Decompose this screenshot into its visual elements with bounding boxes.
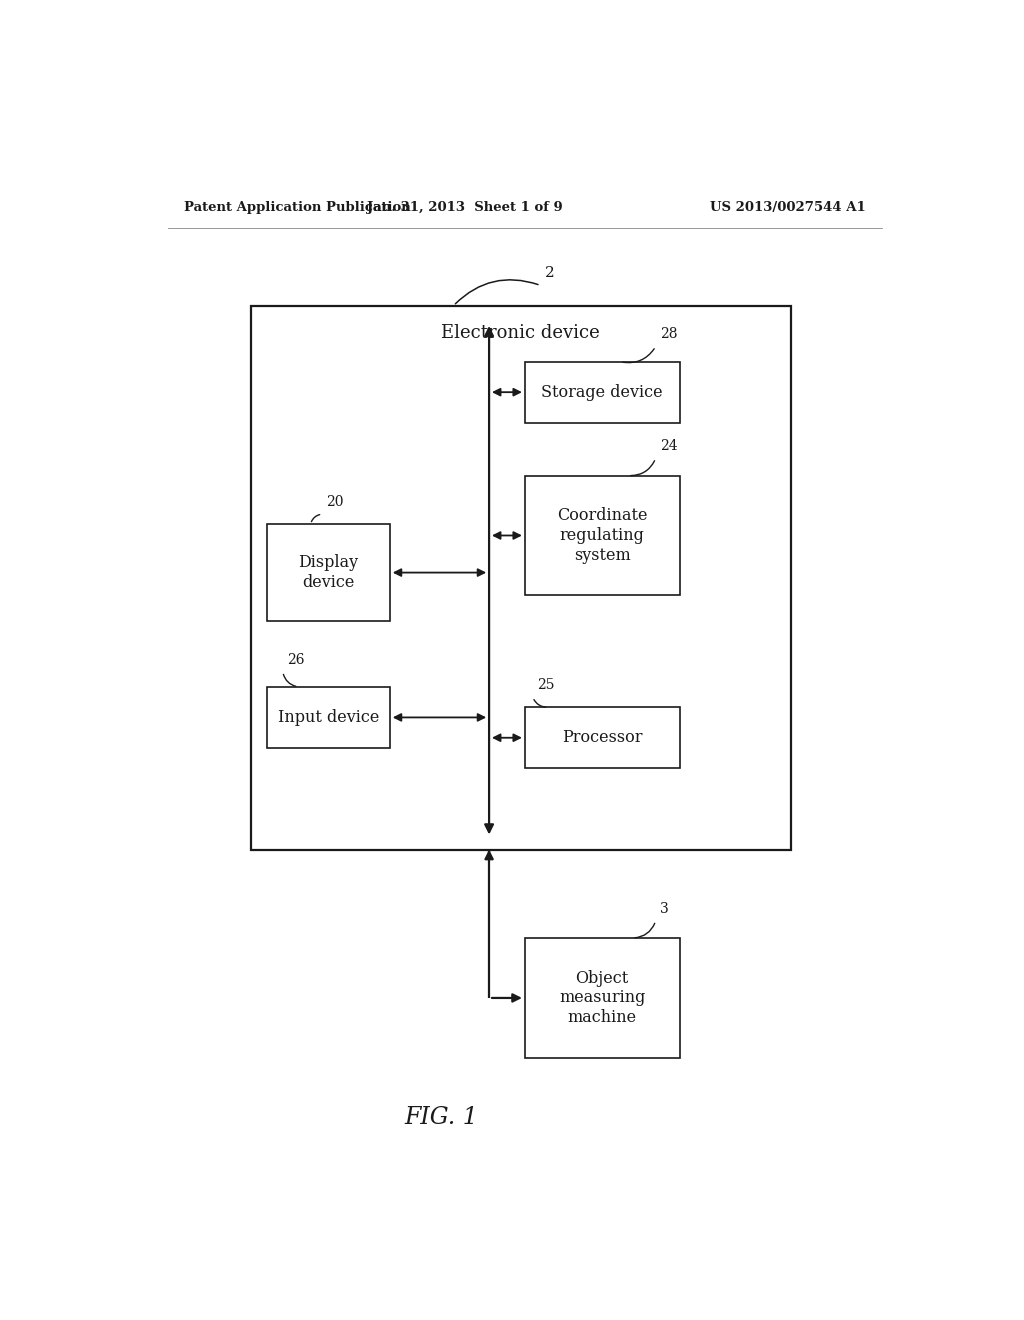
Text: Input device: Input device <box>278 709 379 726</box>
Bar <box>251 306 791 850</box>
Text: 24: 24 <box>659 440 677 453</box>
Text: Storage device: Storage device <box>542 384 663 401</box>
Text: Object
measuring
machine: Object measuring machine <box>559 970 645 1026</box>
Bar <box>524 475 680 595</box>
Text: Processor: Processor <box>562 729 642 746</box>
Bar <box>524 362 680 422</box>
Text: 20: 20 <box>327 495 344 510</box>
Bar <box>524 708 680 768</box>
Text: 26: 26 <box>287 652 304 667</box>
Text: Patent Application Publication: Patent Application Publication <box>183 201 411 214</box>
Text: 3: 3 <box>659 902 669 916</box>
Text: FIG. 1: FIG. 1 <box>404 1106 478 1129</box>
Bar <box>267 686 390 748</box>
Bar <box>524 939 680 1057</box>
Text: 28: 28 <box>659 327 677 342</box>
Text: 2: 2 <box>545 267 554 280</box>
Text: Jan. 31, 2013  Sheet 1 of 9: Jan. 31, 2013 Sheet 1 of 9 <box>368 201 563 214</box>
Text: 25: 25 <box>537 678 554 692</box>
Text: Electronic device: Electronic device <box>441 325 600 342</box>
Text: Display
device: Display device <box>298 554 358 591</box>
Bar <box>267 524 390 620</box>
Text: Coordinate
regulating
system: Coordinate regulating system <box>557 507 647 564</box>
Text: US 2013/0027544 A1: US 2013/0027544 A1 <box>711 201 866 214</box>
